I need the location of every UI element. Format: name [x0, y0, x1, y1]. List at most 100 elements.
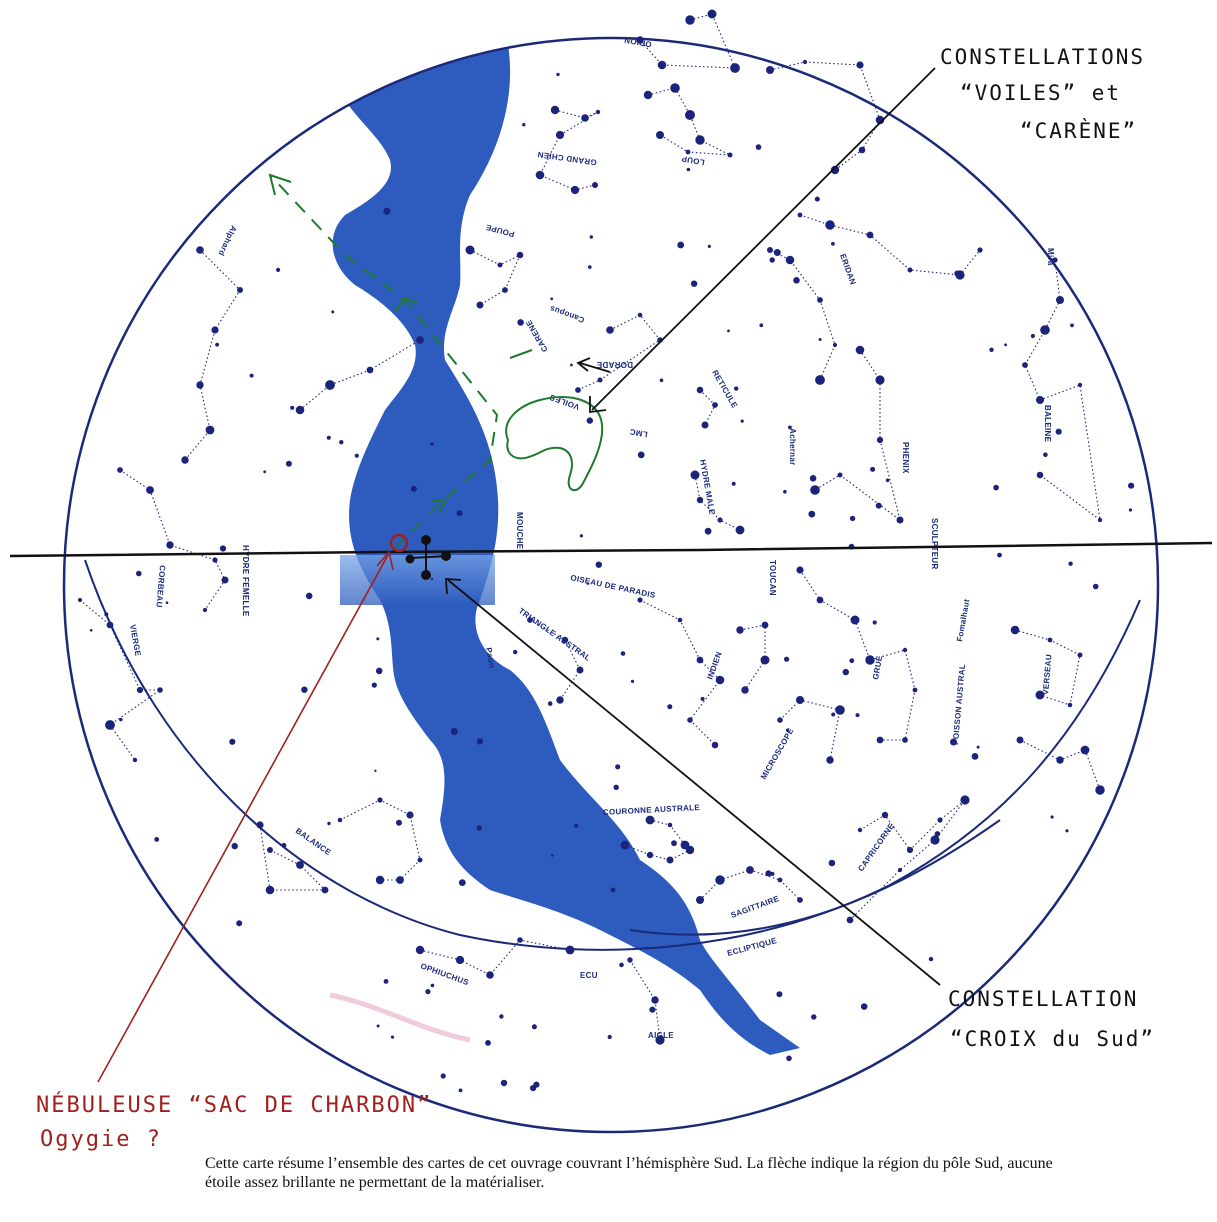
star: [570, 185, 580, 195]
star: [458, 879, 466, 886]
star: [165, 601, 169, 604]
star: [458, 1088, 463, 1093]
star: [1097, 517, 1103, 523]
star: [831, 241, 835, 246]
constellation-figure: [119, 469, 226, 611]
star: [327, 821, 331, 826]
label-fomalhaut: Fomalhaut: [955, 598, 971, 642]
star: [597, 377, 603, 383]
star: [755, 144, 762, 150]
star: [574, 823, 579, 828]
star: [516, 251, 524, 259]
star: [154, 837, 160, 842]
coalsack-circle: [389, 533, 409, 553]
star: [828, 859, 836, 867]
star: [690, 470, 700, 480]
constellation-figure: [799, 569, 916, 741]
star: [535, 170, 545, 180]
star: [667, 822, 673, 828]
star: [465, 245, 475, 255]
star: [425, 989, 431, 995]
star: [215, 342, 220, 347]
star: [695, 135, 705, 145]
star: [476, 825, 482, 831]
star: [331, 310, 335, 314]
star: [1010, 625, 1020, 635]
star: [902, 647, 908, 653]
star: [736, 626, 744, 634]
star: [866, 231, 874, 239]
star: [375, 875, 385, 885]
label-microscope: MICROSCOPE: [759, 726, 796, 781]
star: [960, 795, 970, 805]
star: [146, 486, 154, 494]
star: [707, 244, 711, 248]
constellation-figure: [779, 699, 841, 761]
star: [655, 1035, 665, 1045]
arrow-coalsack-head: [376, 550, 394, 571]
star: [1036, 396, 1044, 404]
star: [1077, 652, 1083, 658]
star: [517, 319, 524, 326]
note-coalsack-line1: NÉBULEUSE “SAC DE CHARBON”: [36, 1092, 432, 1118]
constellation-figure: [647, 87, 731, 156]
star: [606, 326, 614, 334]
star: [696, 896, 704, 904]
star: [556, 696, 564, 704]
arrow-carene-small: [579, 362, 611, 373]
star: [881, 811, 889, 819]
star: [657, 60, 667, 70]
star: [576, 666, 584, 674]
constellation-figure: [699, 869, 801, 901]
label-lmc: LMC: [629, 427, 649, 439]
star: [77, 597, 83, 603]
star: [555, 130, 565, 140]
star: [1022, 362, 1028, 368]
star: [850, 615, 860, 625]
star: [907, 267, 913, 273]
star: [809, 475, 817, 482]
star: [928, 956, 934, 962]
star: [856, 61, 864, 69]
star: [696, 496, 704, 504]
star: [296, 861, 304, 869]
star: [741, 686, 749, 694]
star: [613, 784, 619, 790]
star: [897, 867, 903, 873]
star: [205, 425, 215, 435]
label-ecliptique: ECLIPTIQUE: [726, 936, 778, 958]
star: [301, 686, 308, 693]
star: [637, 597, 643, 603]
star: [704, 527, 712, 535]
star: [221, 576, 229, 584]
label-poupe: POUPE: [484, 222, 515, 238]
star: [701, 421, 709, 429]
constellation-figure: [1019, 739, 1101, 791]
star: [656, 131, 664, 139]
star: [685, 845, 695, 855]
label-voiles: VOILES: [548, 392, 581, 411]
star: [690, 280, 698, 287]
star: [849, 515, 856, 522]
stars: [77, 9, 1135, 1093]
star: [906, 846, 914, 854]
star: [237, 287, 243, 293]
star: [1095, 785, 1105, 795]
arrow-voiles-head: [589, 396, 607, 414]
star: [645, 815, 655, 825]
star: [325, 380, 335, 390]
star: [497, 262, 503, 268]
star: [630, 679, 635, 684]
cross-star-bottom: [421, 570, 431, 580]
star: [547, 701, 553, 706]
star: [671, 840, 677, 847]
star: [636, 36, 644, 44]
star: [796, 566, 804, 574]
star: [290, 405, 295, 410]
star: [902, 737, 908, 743]
star: [814, 196, 820, 202]
label-hydre-femelle: HYDRE FEMELLE: [241, 545, 250, 617]
star: [670, 83, 680, 93]
star: [837, 472, 843, 478]
dashed-path-arrow-mid: [394, 296, 419, 313]
